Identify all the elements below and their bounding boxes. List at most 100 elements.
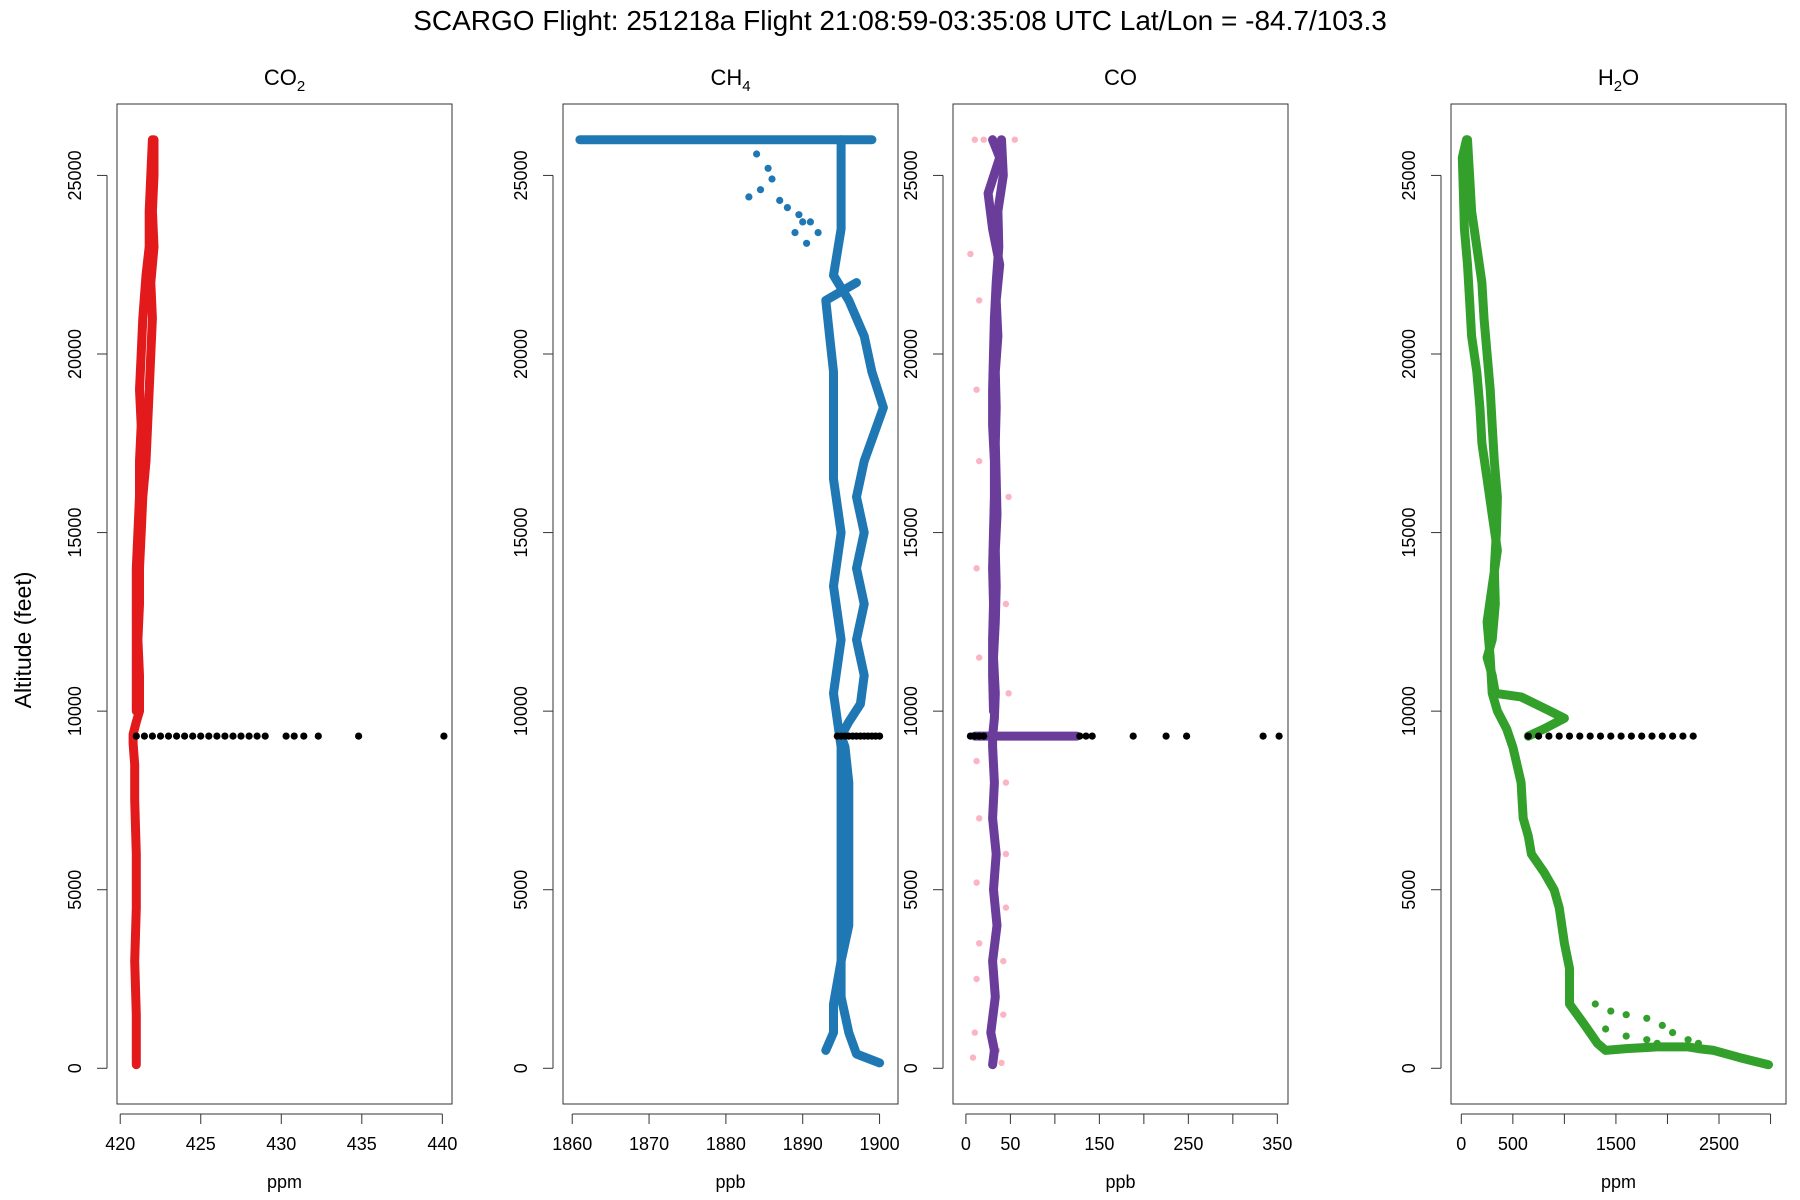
data-point (876, 732, 884, 740)
data-point (768, 175, 776, 183)
data-point (1607, 732, 1615, 740)
data-point (976, 940, 983, 947)
data-point (969, 1054, 977, 1061)
data-point (1002, 904, 1010, 911)
data-point (1653, 1039, 1661, 1047)
data-point (967, 250, 974, 258)
data-point (973, 975, 980, 983)
plot-frame (116, 103, 453, 1105)
y-tick-label: 15000 (901, 508, 921, 558)
data-trace (988, 135, 1008, 716)
data-point (1000, 1011, 1007, 1018)
data-point (237, 732, 245, 740)
panel-title-subscript: 4 (742, 78, 750, 95)
data-point (791, 229, 799, 237)
panel-title: CO2 (264, 65, 305, 95)
x-tick-label: 440 (427, 1134, 457, 1154)
data-point (1565, 732, 1574, 740)
data-point (205, 732, 213, 740)
x-tick-label: 250 (1173, 1134, 1203, 1154)
data-point (140, 732, 148, 740)
chart-panel-1: CH4 1860 1870 1880 1890 1900 ppb 0 5000 10000 1500… (511, 65, 900, 1192)
x-tick-label: 1500 (1596, 1134, 1636, 1154)
series-group (1457, 135, 1773, 1070)
x-tick-label: 425 (186, 1134, 216, 1154)
data-point (756, 186, 765, 194)
panel-title-suffix: O (1622, 65, 1639, 90)
data-point (973, 565, 980, 572)
panel-title: CO (1104, 65, 1137, 90)
data-point (1555, 732, 1563, 740)
data-point (1586, 732, 1594, 740)
data-point (1011, 136, 1018, 143)
data-point (1694, 1039, 1702, 1047)
data-point (1082, 732, 1090, 740)
data-point (976, 815, 983, 822)
series-group (966, 135, 1283, 1070)
data-point (440, 732, 448, 740)
y-tick-label: 10000 (65, 686, 85, 736)
data-point (261, 732, 269, 740)
data-point (973, 757, 980, 765)
data-point (1643, 1036, 1651, 1044)
data-point (197, 732, 205, 740)
data-point (1679, 732, 1687, 740)
x-tick-label: 50 (1000, 1134, 1020, 1154)
data-point (998, 1059, 1005, 1067)
chart-panel-3: H2O 0 500 1500 2500 ppm 0 5000 10000 15000 20000 25… (1399, 65, 1787, 1192)
data-trace (1457, 135, 1773, 1070)
panel-title-base: CH (710, 65, 742, 90)
data-point (221, 732, 229, 740)
x-tick-label: 350 (1262, 1134, 1292, 1154)
y-tick-label: 15000 (65, 508, 85, 558)
data-point (282, 732, 290, 740)
data-point (1669, 732, 1677, 740)
y-tick-label: 15000 (1399, 508, 1419, 558)
data-point (980, 136, 987, 143)
data-point (973, 386, 980, 393)
y-tick-label: 25000 (511, 150, 531, 200)
data-point (1591, 1000, 1599, 1008)
data-point (1524, 732, 1532, 740)
data-point (1000, 957, 1007, 965)
y-tick-label: 5000 (901, 870, 921, 910)
data-point (803, 239, 811, 247)
y-tick-label: 20000 (1399, 329, 1419, 379)
x-tick-label: 0 (961, 1134, 971, 1154)
x-tick-label: 1870 (629, 1134, 669, 1154)
y-tick-label: 20000 (901, 329, 921, 379)
data-point (753, 150, 761, 158)
x-tick-label: 430 (266, 1134, 296, 1154)
data-point (132, 732, 140, 740)
data-point (745, 193, 753, 201)
data-point (799, 218, 807, 226)
shared-y-axis-label: Altitude (feet) (10, 572, 36, 709)
data-point (1002, 779, 1010, 786)
y-tick-label: 0 (901, 1063, 921, 1073)
data-point (1627, 732, 1635, 740)
y-tick-label: 5000 (1399, 870, 1419, 910)
plot-frame (952, 103, 1289, 1105)
data-point (1088, 732, 1096, 740)
x-axis-label: ppm (267, 1172, 302, 1192)
data-point (973, 879, 980, 886)
x-tick-label: 1860 (552, 1134, 592, 1154)
data-point (1162, 732, 1170, 740)
series-group (128, 135, 448, 1070)
y-tick-label: 20000 (511, 329, 531, 379)
x-tick-label: 2500 (1699, 1134, 1739, 1154)
data-point (1648, 732, 1656, 740)
plot-frame (1450, 103, 1787, 1105)
data-trace (829, 135, 888, 1068)
data-point (976, 297, 983, 304)
data-point (971, 1029, 978, 1036)
y-tick-label: 25000 (901, 150, 921, 200)
data-point (1576, 732, 1584, 740)
y-tick-label: 15000 (511, 508, 531, 558)
data-point (976, 457, 983, 465)
x-axis-label: ppb (1105, 1172, 1135, 1192)
y-tick-label: 10000 (511, 686, 531, 736)
data-point (1002, 850, 1010, 858)
data-point (164, 732, 173, 740)
